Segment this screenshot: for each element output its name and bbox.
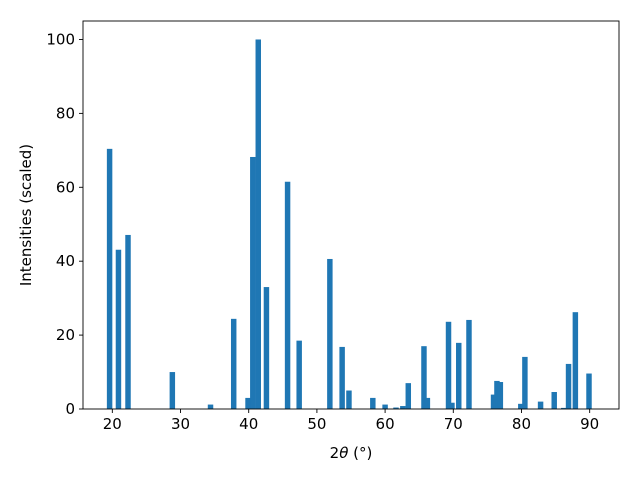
bar bbox=[207, 404, 214, 409]
x-tick-label: 20 bbox=[103, 415, 122, 433]
x-tick-label: 80 bbox=[512, 415, 531, 433]
bar bbox=[494, 380, 500, 409]
bar bbox=[572, 312, 579, 409]
bar bbox=[327, 258, 333, 409]
bar bbox=[400, 406, 406, 409]
bar bbox=[421, 346, 427, 409]
x-axis-label-theta: θ bbox=[339, 444, 348, 462]
bar bbox=[115, 249, 122, 409]
bar bbox=[445, 321, 452, 409]
y-tick-label: 40 bbox=[56, 252, 75, 270]
bar bbox=[561, 407, 567, 409]
bar bbox=[449, 402, 455, 409]
y-tick-label: 80 bbox=[56, 104, 75, 122]
bar bbox=[169, 372, 176, 409]
bar bbox=[466, 319, 472, 409]
x-tick-label: 50 bbox=[307, 415, 326, 433]
bar bbox=[382, 404, 388, 409]
x-tick-label: 70 bbox=[444, 415, 463, 433]
y-tick-label: 60 bbox=[56, 178, 75, 196]
x-tick-label: 30 bbox=[171, 415, 190, 433]
bar bbox=[296, 340, 302, 409]
x-tick-label: 40 bbox=[239, 415, 258, 433]
bar bbox=[424, 397, 431, 409]
bar bbox=[284, 181, 291, 409]
bar bbox=[518, 403, 524, 409]
x-axis-ticks: 20 30 40 50 60 70 80 90 bbox=[103, 409, 599, 433]
y-tick-label: 100 bbox=[46, 30, 75, 48]
bar bbox=[393, 407, 399, 409]
bar bbox=[245, 397, 251, 409]
bar bbox=[250, 156, 256, 409]
bar bbox=[125, 234, 131, 409]
bar bbox=[255, 39, 261, 409]
bar bbox=[346, 390, 352, 409]
x-tick-label: 60 bbox=[376, 415, 395, 433]
bar bbox=[490, 394, 497, 409]
bar bbox=[537, 401, 544, 409]
bars-group bbox=[106, 39, 592, 410]
bar bbox=[565, 363, 572, 409]
bar bbox=[586, 373, 592, 409]
y-tick-label: 0 bbox=[65, 400, 75, 418]
bar bbox=[263, 287, 270, 409]
x-axis-label: 2θ (°) bbox=[330, 444, 373, 462]
y-axis-ticks: 0 20 40 60 80 100 bbox=[46, 30, 83, 418]
bar bbox=[456, 342, 462, 409]
bar bbox=[370, 397, 376, 409]
x-tick-label: 90 bbox=[580, 415, 599, 433]
y-axis-label: Intensities (scaled) bbox=[17, 144, 35, 286]
x-axis-label-main: 2 bbox=[330, 444, 340, 462]
bar bbox=[522, 356, 528, 409]
bar bbox=[230, 318, 237, 409]
bar bbox=[339, 346, 345, 409]
plot-frame bbox=[82, 20, 620, 410]
bar bbox=[497, 382, 504, 409]
y-tick-label: 20 bbox=[56, 326, 75, 344]
bar bbox=[551, 392, 557, 409]
bar bbox=[106, 148, 113, 410]
bar bbox=[405, 383, 412, 409]
x-axis-label-unit: (°) bbox=[348, 444, 372, 462]
